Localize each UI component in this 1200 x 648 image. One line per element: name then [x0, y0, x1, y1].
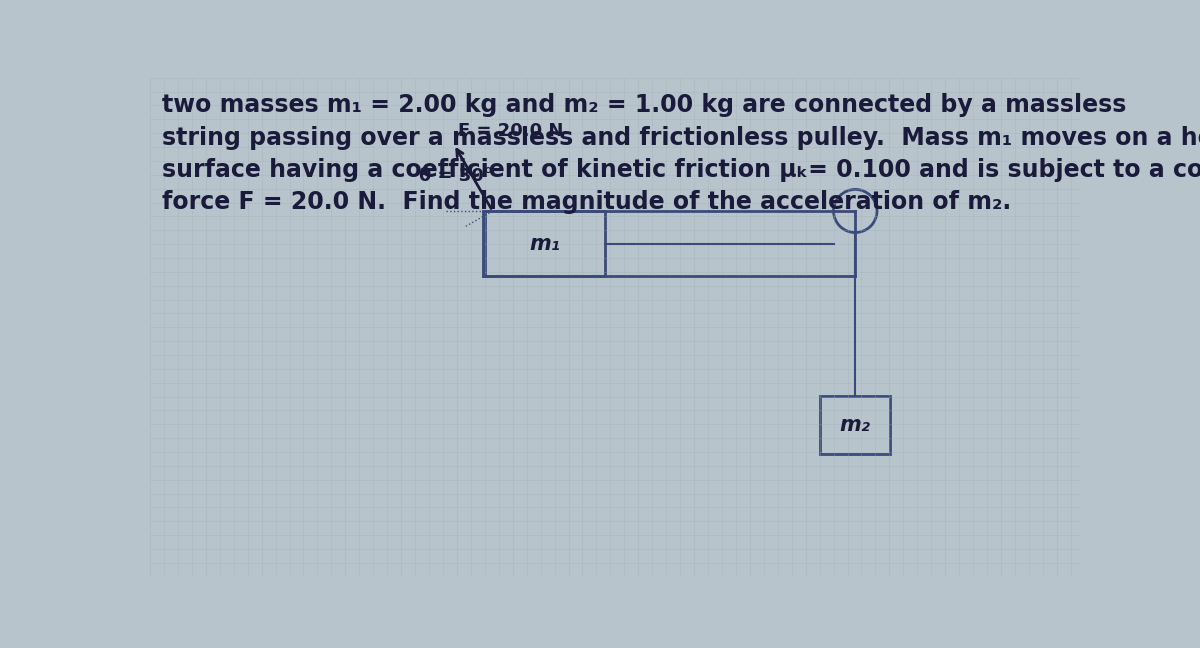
Text: two masses m₁ = 2.00 kg and m₂ = 1.00 kg are connected by a massless: two masses m₁ = 2.00 kg and m₂ = 1.00 kg… — [162, 93, 1126, 117]
Text: string passing over a massless and frictionless pulley.  Mass m₁ moves on a hori: string passing over a massless and frict… — [162, 126, 1200, 150]
Text: m₂: m₂ — [840, 415, 871, 435]
Text: θ = 30°: θ = 30° — [419, 167, 493, 185]
Bar — [485, 211, 605, 277]
Text: surface having a coefficient of kinetic friction μₖ= 0.100 and is subject to a c: surface having a coefficient of kinetic … — [162, 158, 1200, 182]
Text: m₁: m₁ — [529, 234, 560, 254]
Text: F = 20.0 N: F = 20.0 N — [457, 122, 563, 141]
Text: force F = 20.0 N.  Find the magnitude of the acceleration of m₂.: force F = 20.0 N. Find the magnitude of … — [162, 190, 1010, 214]
Bar — [821, 396, 890, 454]
